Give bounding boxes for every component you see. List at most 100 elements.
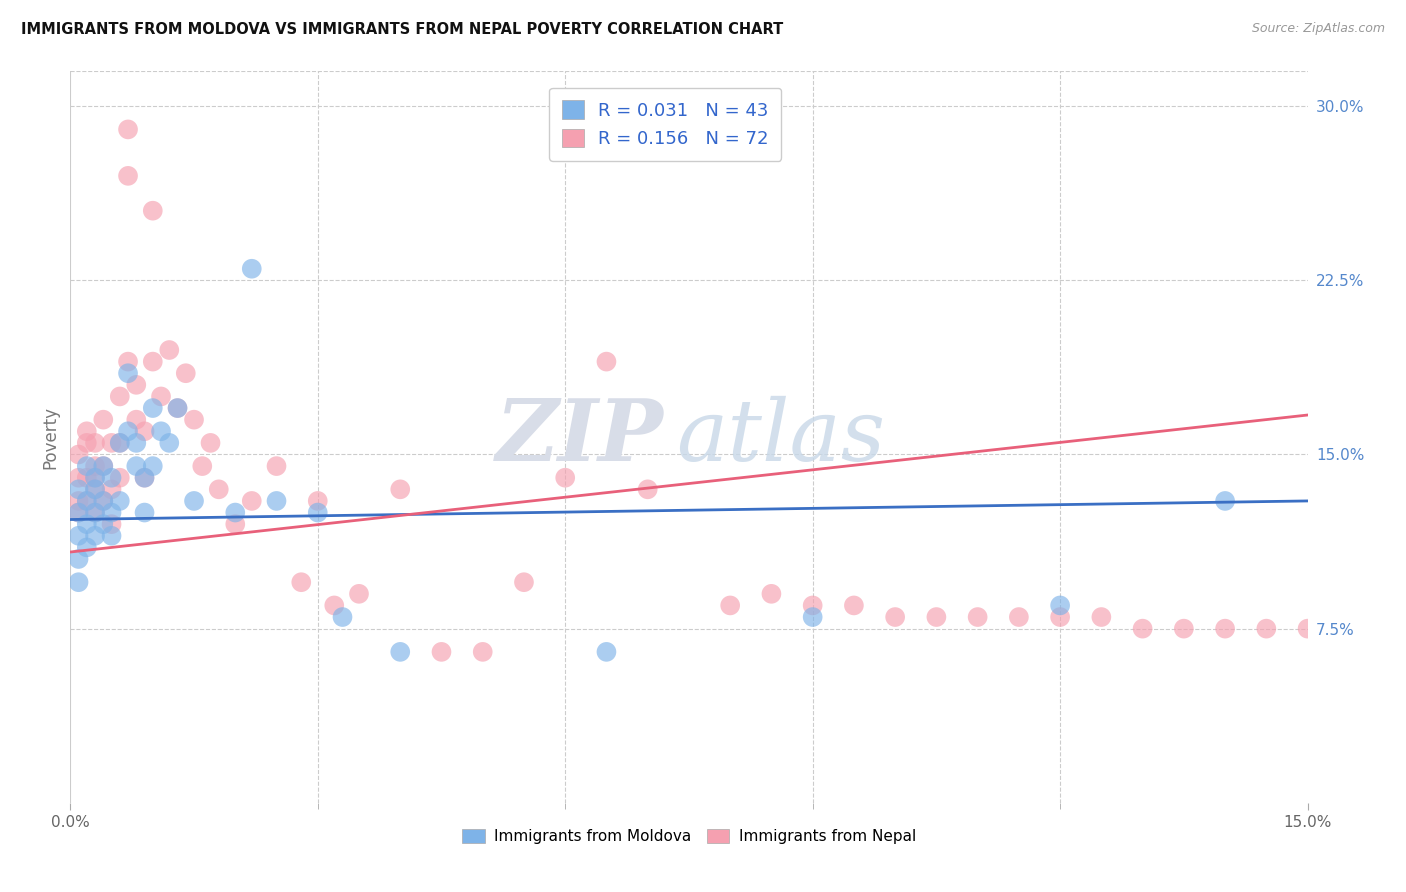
Point xyxy=(166,401,188,415)
Point xyxy=(67,506,90,520)
Point xyxy=(554,471,576,485)
Y-axis label: Poverty: Poverty xyxy=(41,406,59,468)
Point xyxy=(513,575,536,590)
Point xyxy=(801,599,824,613)
Point xyxy=(157,436,180,450)
Point xyxy=(150,389,173,403)
Point xyxy=(117,169,139,183)
Point xyxy=(84,471,107,485)
Point xyxy=(67,483,90,497)
Point xyxy=(84,506,107,520)
Point xyxy=(125,459,148,474)
Point xyxy=(191,459,214,474)
Point xyxy=(84,483,107,497)
Point xyxy=(718,599,741,613)
Point xyxy=(1132,622,1154,636)
Point xyxy=(67,494,90,508)
Point xyxy=(84,483,107,497)
Point xyxy=(142,354,165,368)
Point xyxy=(91,517,114,532)
Point xyxy=(76,436,98,450)
Point xyxy=(100,483,122,497)
Point xyxy=(430,645,453,659)
Point xyxy=(183,412,205,426)
Point xyxy=(117,366,139,380)
Point xyxy=(166,401,188,415)
Point xyxy=(134,424,156,438)
Point xyxy=(1090,610,1112,624)
Point xyxy=(595,645,617,659)
Point xyxy=(240,261,263,276)
Point xyxy=(76,494,98,508)
Text: atlas: atlas xyxy=(676,396,886,478)
Point xyxy=(150,424,173,438)
Point xyxy=(183,494,205,508)
Point xyxy=(389,645,412,659)
Legend: Immigrants from Moldova, Immigrants from Nepal: Immigrants from Moldova, Immigrants from… xyxy=(456,822,922,850)
Point xyxy=(142,459,165,474)
Point xyxy=(142,203,165,218)
Point xyxy=(307,506,329,520)
Point xyxy=(125,377,148,392)
Point xyxy=(332,610,354,624)
Point xyxy=(157,343,180,357)
Point xyxy=(174,366,197,380)
Point xyxy=(100,506,122,520)
Point xyxy=(91,494,114,508)
Point xyxy=(134,506,156,520)
Point xyxy=(100,471,122,485)
Point xyxy=(84,436,107,450)
Point xyxy=(108,389,131,403)
Point xyxy=(290,575,312,590)
Point xyxy=(76,494,98,508)
Point xyxy=(966,610,988,624)
Point xyxy=(91,459,114,474)
Point xyxy=(67,471,90,485)
Point xyxy=(224,517,246,532)
Point xyxy=(67,529,90,543)
Point xyxy=(389,483,412,497)
Point xyxy=(91,494,114,508)
Point xyxy=(801,610,824,624)
Text: Source: ZipAtlas.com: Source: ZipAtlas.com xyxy=(1251,22,1385,36)
Point xyxy=(1337,471,1360,485)
Point xyxy=(208,483,231,497)
Text: ZIP: ZIP xyxy=(496,395,664,479)
Point xyxy=(595,354,617,368)
Point xyxy=(884,610,907,624)
Point xyxy=(67,448,90,462)
Point xyxy=(1296,622,1319,636)
Point xyxy=(76,424,98,438)
Point xyxy=(67,506,90,520)
Point xyxy=(84,459,107,474)
Point xyxy=(200,436,222,450)
Point xyxy=(347,587,370,601)
Point xyxy=(240,494,263,508)
Point xyxy=(761,587,783,601)
Point xyxy=(637,483,659,497)
Point xyxy=(266,459,288,474)
Point xyxy=(91,459,114,474)
Point xyxy=(1049,610,1071,624)
Point xyxy=(925,610,948,624)
Point xyxy=(134,471,156,485)
Point xyxy=(307,494,329,508)
Point xyxy=(471,645,494,659)
Point xyxy=(323,599,346,613)
Point xyxy=(108,494,131,508)
Point xyxy=(1213,622,1236,636)
Point xyxy=(125,412,148,426)
Point xyxy=(67,575,90,590)
Point xyxy=(67,552,90,566)
Point xyxy=(125,436,148,450)
Point xyxy=(1008,610,1031,624)
Point xyxy=(1049,599,1071,613)
Point xyxy=(76,517,98,532)
Point xyxy=(117,122,139,136)
Point xyxy=(100,436,122,450)
Point xyxy=(91,412,114,426)
Point xyxy=(224,506,246,520)
Point xyxy=(1256,622,1278,636)
Point xyxy=(117,354,139,368)
Point xyxy=(134,471,156,485)
